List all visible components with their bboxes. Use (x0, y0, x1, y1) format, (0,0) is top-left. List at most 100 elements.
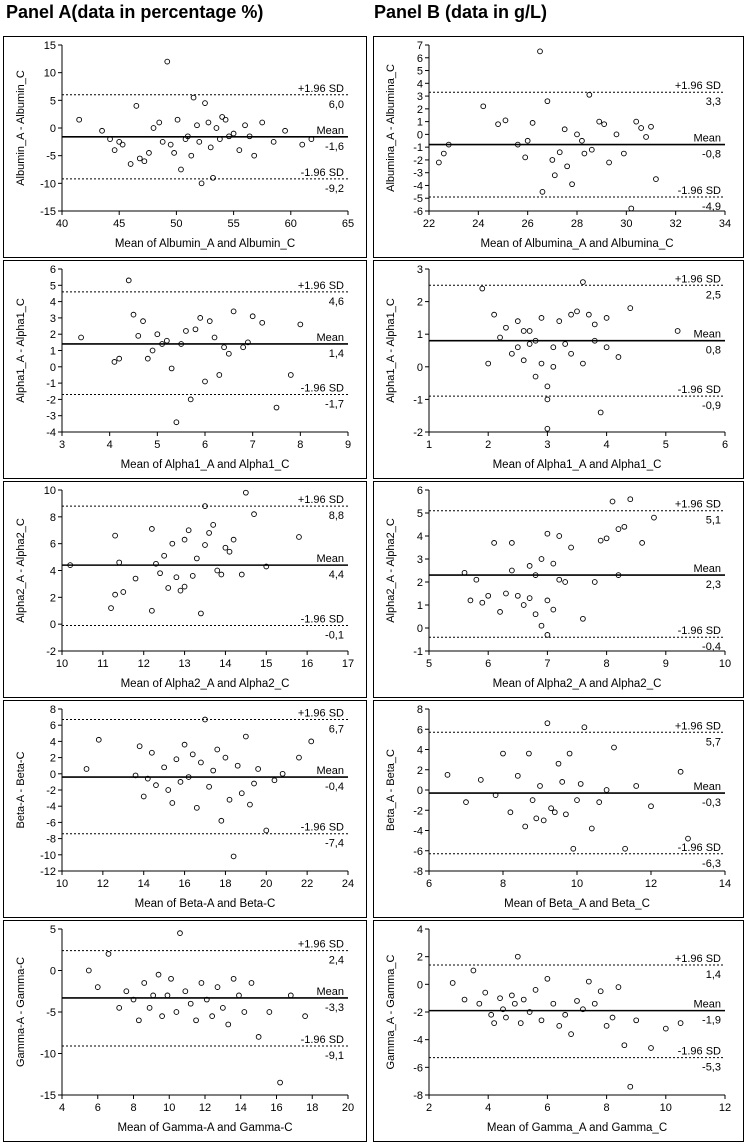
data-point (95, 736, 102, 743)
data-point (596, 118, 603, 125)
mean-value: -1,9 (702, 1015, 721, 1027)
data-point (167, 141, 174, 148)
data-point (562, 341, 569, 347)
data-point (621, 523, 628, 530)
x-tick-label: 60 (285, 218, 297, 230)
panel-b-title: Panel B (data in g/L) (374, 2, 548, 22)
y-tick-label: 0 (50, 123, 56, 135)
y-tick-label: -10 (40, 850, 56, 862)
data-point (193, 804, 200, 811)
data-point (537, 783, 543, 789)
data-point (127, 161, 134, 167)
data-point (187, 1000, 194, 1007)
data-point (581, 724, 588, 731)
data-point (685, 835, 691, 842)
mean-label: Mean (693, 133, 721, 145)
lower-value: -1,7 (325, 399, 344, 411)
data-point (111, 147, 118, 153)
data-point (517, 1020, 524, 1026)
upper-label: +1.96 SD (298, 280, 344, 292)
lower-label: -1.96 SD (678, 1046, 721, 1058)
y-tick-label: 5 (417, 508, 423, 520)
data-point (222, 544, 229, 551)
data-point (182, 988, 189, 995)
data-point (136, 1017, 142, 1024)
data-point (277, 1079, 283, 1086)
data-point (136, 743, 143, 750)
data-point (544, 425, 551, 432)
data-point (202, 542, 208, 548)
data-point (181, 583, 188, 590)
data-point (159, 138, 166, 145)
x-axis-label: Mean of Albumina_A and Albumina_C (480, 238, 673, 250)
x-tick-label: 4 (59, 1102, 65, 1114)
data-point (226, 133, 232, 140)
data-point (210, 767, 217, 774)
data-point (156, 119, 163, 126)
data-point (241, 1009, 248, 1015)
y-tick-label: 3 (417, 554, 423, 566)
y-tick-label: 6 (417, 724, 423, 736)
data-point (568, 1031, 574, 1037)
y-tick-label: 5 (50, 280, 56, 292)
data-point (603, 535, 610, 542)
data-point (251, 511, 257, 518)
data-point (591, 321, 598, 328)
data-point (150, 992, 157, 999)
data-point (189, 751, 196, 758)
data-point (155, 971, 162, 978)
data-point (485, 360, 492, 367)
data-point (651, 514, 657, 521)
data-point (569, 181, 575, 188)
x-tick-label: 8 (604, 658, 610, 670)
data-point (135, 332, 142, 339)
data-point (116, 1004, 123, 1011)
data-point (159, 341, 165, 347)
y-tick-label: 0 (50, 619, 56, 631)
data-point (130, 311, 137, 318)
data-point (67, 562, 74, 568)
data-point (520, 996, 527, 1003)
data-point (615, 984, 622, 990)
upper-value: 6,7 (329, 724, 344, 736)
lower-value: -0,4 (702, 641, 721, 653)
data-point (287, 992, 294, 999)
data-point (255, 1034, 262, 1040)
y-tick-label: -4 (413, 180, 423, 192)
x-tick-label: 5 (426, 658, 432, 670)
data-point (514, 141, 521, 148)
data-point (123, 988, 130, 995)
data-point (190, 94, 197, 101)
mean-value: -0,8 (702, 149, 721, 161)
data-point (206, 783, 212, 790)
data-point (497, 334, 503, 341)
data-point (526, 563, 533, 569)
data-point (597, 409, 604, 416)
data-point (202, 716, 208, 723)
x-axis-label: Mean of Alpha1_A and Alpha1_C (121, 459, 290, 471)
data-point (561, 126, 568, 133)
chart-panel-b-3: 5 6 7 8 9 10 -1 0 1 2 3 4 5 6 Mean of Alpha2_A and Alp… (373, 481, 744, 698)
x-tick-label: 50 (170, 218, 182, 230)
data-point (302, 1013, 308, 1020)
mean-label: Mean (316, 765, 344, 777)
plot-svg: 10 12 14 16 18 20 22 24-12-10-8-6-4-202468Mean … (15, 704, 354, 910)
lower-label: -1.96 SD (301, 822, 344, 834)
data-point (491, 1020, 497, 1026)
data-point (551, 172, 558, 179)
x-axis-label: Mean of Albumin_A and Albumin_C (115, 238, 295, 250)
data-point (230, 308, 237, 315)
lower-label: -1.96 SD (301, 1034, 344, 1046)
data-point (226, 796, 233, 803)
y-tick-label: 0 (417, 785, 423, 797)
data-point (562, 579, 569, 585)
upper-label: +1.96 SD (675, 273, 721, 285)
data-point (538, 315, 545, 321)
upper-value: 8,8 (329, 510, 344, 522)
y-tick-label: 5 (417, 66, 423, 78)
plot-svg: 10 11 12 13 14 15 16 17 -2 0 2 4 6 8 10 Mean of Alpha2_… (15, 485, 354, 690)
y-tick-label: -12 (40, 866, 56, 878)
x-tick-label: 6 (722, 439, 728, 451)
data-point (230, 975, 237, 982)
